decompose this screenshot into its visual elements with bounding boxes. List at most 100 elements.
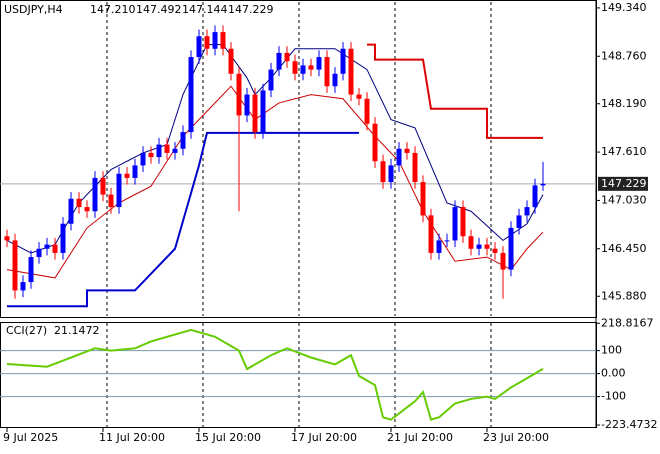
candle-body xyxy=(348,48,354,95)
x-tick-label: 15 Jul 20:00 xyxy=(195,431,261,444)
candle-body xyxy=(500,252,506,270)
x-tick-label: 9 Jul 2025 xyxy=(3,431,58,444)
y-tick-label: 148.190 xyxy=(601,97,647,110)
candle-body xyxy=(420,182,426,216)
candle-body xyxy=(364,98,370,124)
y-tick-label: -223.4732 xyxy=(601,418,657,431)
candle-body xyxy=(172,148,178,153)
candle-body xyxy=(524,207,530,216)
candle-body xyxy=(76,198,82,208)
candle-body xyxy=(212,32,218,49)
ohlc-open: 147.210 xyxy=(90,3,136,16)
y-tick-label: 145.880 xyxy=(601,289,647,302)
y-tick-label: 100 xyxy=(601,344,622,357)
candle-body xyxy=(60,223,66,253)
candle-body xyxy=(196,36,202,58)
y-tick-label: 218.8167 xyxy=(601,316,654,329)
x-tick-label: 11 Jul 20:00 xyxy=(99,431,165,444)
cci-label: CCI(27) xyxy=(6,324,47,337)
candle-body xyxy=(492,248,498,253)
candle-body xyxy=(460,207,466,237)
cci-line xyxy=(6,328,544,421)
candle-body xyxy=(436,240,442,253)
candle-body xyxy=(20,282,26,291)
bid-label: 147.229 xyxy=(601,177,647,190)
candle-body xyxy=(356,94,362,99)
candle-body xyxy=(124,173,130,178)
candle-body xyxy=(284,52,290,62)
candle-body xyxy=(244,94,250,116)
candle-body xyxy=(340,48,346,74)
candle-body xyxy=(228,48,234,74)
candle-body xyxy=(108,194,114,208)
candle-body xyxy=(292,61,298,74)
candle-body xyxy=(100,177,106,195)
candle-body xyxy=(84,207,90,212)
candle-body xyxy=(468,236,474,249)
y-tick-label: 147.610 xyxy=(601,145,647,158)
candle-body xyxy=(268,69,274,91)
candle-body xyxy=(428,215,434,253)
ohlc-close: 147.229 xyxy=(228,3,274,16)
candle-body xyxy=(324,57,330,87)
candle-body xyxy=(372,123,378,162)
y-tick-label: 148.760 xyxy=(601,49,647,62)
candle-body xyxy=(444,240,450,242)
candle-body xyxy=(164,144,170,153)
candle-body xyxy=(308,65,314,70)
candle-body xyxy=(52,244,58,253)
candle-body xyxy=(220,32,226,49)
candle-body xyxy=(276,52,282,70)
candle-body xyxy=(36,248,42,258)
candle-body xyxy=(140,152,146,166)
candle-body xyxy=(380,161,386,183)
candle-body xyxy=(148,152,154,158)
y-tick-label: 146.450 xyxy=(601,242,647,255)
y-tick-label: 147.030 xyxy=(601,193,647,206)
x-tick-label: 21 Jul 20:00 xyxy=(387,431,453,444)
candle-body xyxy=(316,57,322,70)
candle-body xyxy=(540,183,546,186)
candle-body xyxy=(412,152,418,183)
candle-body xyxy=(508,227,514,270)
indicator-line xyxy=(6,85,544,279)
indicator-line xyxy=(7,131,359,308)
candle-body xyxy=(236,73,242,116)
y-tick-label: 0.00 xyxy=(601,367,626,380)
symbol: USDJPY,H4 xyxy=(4,3,63,16)
candle-body xyxy=(332,73,338,87)
candle-body xyxy=(156,144,162,158)
candle-body xyxy=(404,148,410,153)
candle-body xyxy=(252,94,258,133)
candle-body xyxy=(12,240,18,291)
candle-body xyxy=(28,257,34,283)
candle-body xyxy=(300,65,306,74)
bid-label-box xyxy=(598,176,648,191)
ohlc-low: 147.144 xyxy=(182,3,228,16)
candle-body xyxy=(476,244,482,249)
candle-body xyxy=(188,57,194,133)
candle-body xyxy=(116,173,122,208)
candle-body xyxy=(180,132,186,149)
candle-body xyxy=(204,36,210,49)
ohlc-high: 147.492 xyxy=(136,3,182,16)
cci-panel xyxy=(0,322,597,428)
candle-body xyxy=(260,90,266,133)
indicator-line xyxy=(367,43,543,139)
x-tick-label: 23 Jul 20:00 xyxy=(483,431,549,444)
candle-body xyxy=(532,185,538,208)
y-tick-label: -100 xyxy=(601,390,626,403)
candle-body xyxy=(516,215,522,228)
candle-body xyxy=(4,236,10,241)
candle-body xyxy=(44,244,50,249)
x-tick-label: 17 Jul 20:00 xyxy=(291,431,357,444)
candle-body xyxy=(484,244,490,249)
candle-body xyxy=(68,198,74,224)
candle-body xyxy=(132,165,138,178)
cci-value: 21.1472 xyxy=(54,324,100,337)
candle-body xyxy=(92,177,98,212)
candle-body xyxy=(452,207,458,241)
candle-body xyxy=(396,148,402,166)
candle-body xyxy=(388,165,394,183)
